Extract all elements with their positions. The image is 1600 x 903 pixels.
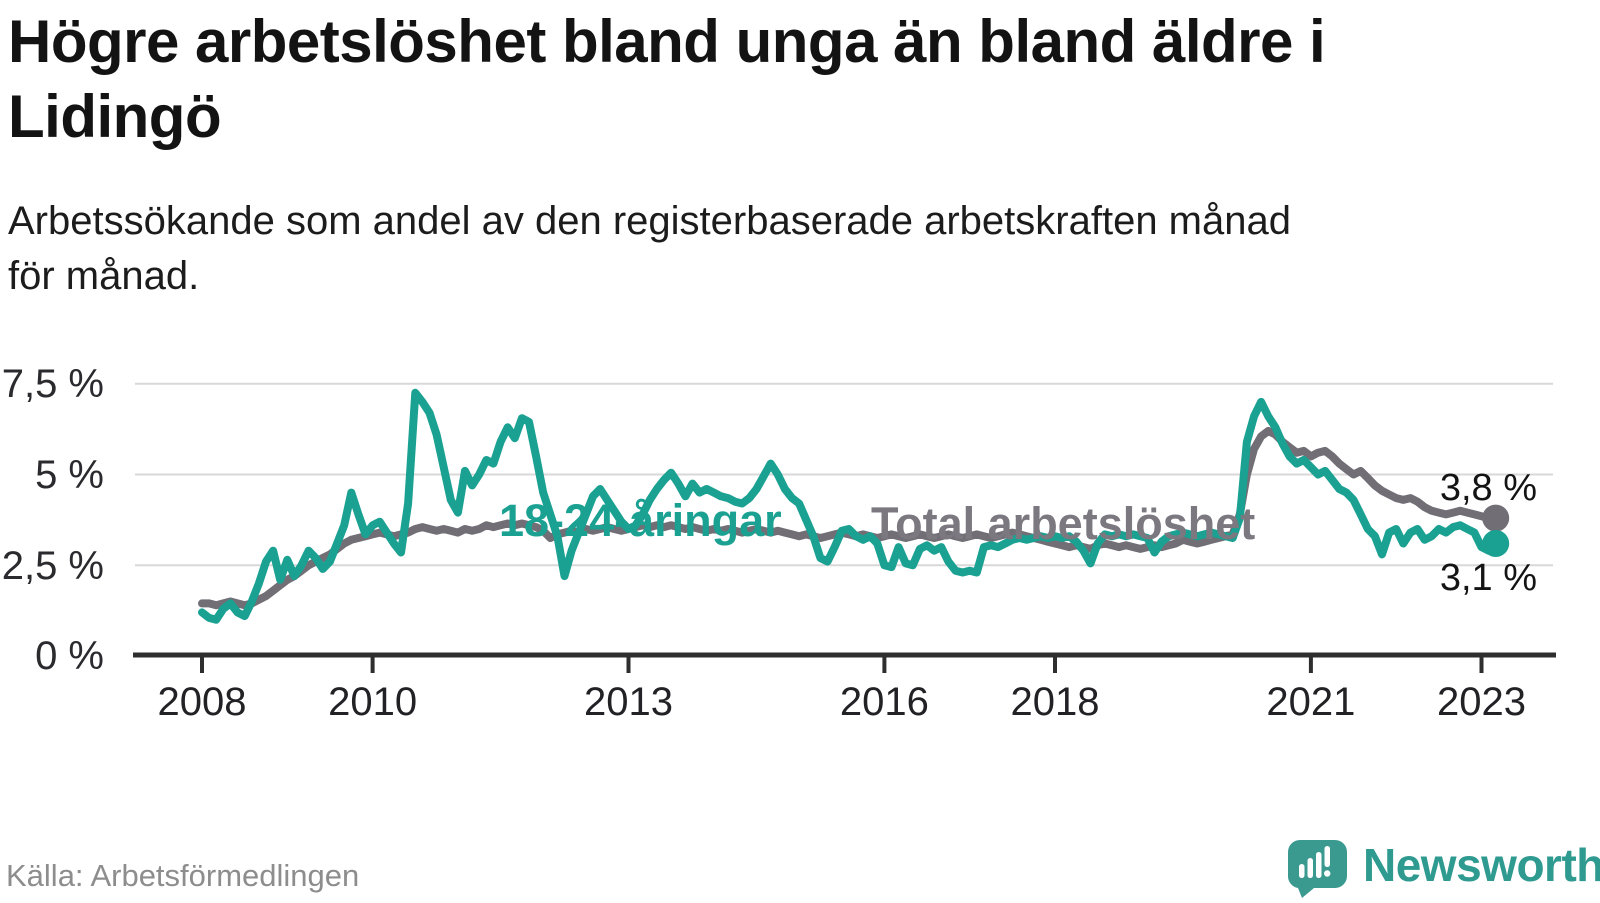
y-tick-5: 5 % — [35, 453, 104, 497]
total-end-value-label: 3,8 % — [1440, 467, 1537, 509]
youth-unemployment-line — [198, 388, 1500, 624]
y-tick-2-5: 2,5 % — [2, 544, 104, 588]
x-tick-2023: 2023 — [1437, 680, 1526, 724]
source-attribution: Källa: Arbetsförmedlingen — [6, 858, 360, 893]
total-end-dot — [1482, 504, 1510, 532]
x-tick-2013: 2013 — [584, 680, 673, 724]
x-axis-ticks — [200, 657, 1484, 673]
youth-end-value-label: 3,1 % — [1440, 557, 1537, 599]
x-tick-2021: 2021 — [1266, 680, 1355, 724]
page-title-line2: Lidingö — [8, 83, 222, 150]
x-tick-2008: 2008 — [158, 680, 247, 724]
page-title-line1: Högre arbetslöshet bland unga än bland ä… — [8, 8, 1326, 75]
youth-series-label: 18-24-åringar — [499, 495, 782, 546]
newsworthy-brand: Newsworthy — [1287, 840, 1600, 903]
logo-bar-chart-glyph — [1299, 846, 1331, 878]
total-series-label: Total arbetslöshet — [871, 498, 1255, 549]
youth-end-dot — [1482, 530, 1510, 557]
chart-subtitle-line2: för månad. — [8, 254, 200, 299]
y-tick-7-5: 7,5 % — [2, 362, 104, 406]
chart-subtitle-line1: Arbetssökande som andel av den registerb… — [8, 199, 1291, 243]
x-tick-2016: 2016 — [840, 680, 929, 724]
page-title: Högre arbetslöshet bland unga än bland ä… — [8, 4, 1598, 154]
chart-subtitle: Arbetssökande som andel av den registerb… — [8, 194, 1588, 304]
y-tick-0: 0 % — [35, 634, 104, 678]
x-tick-2018: 2018 — [1011, 680, 1100, 724]
x-tick-2010: 2010 — [328, 680, 417, 724]
newsworthy-wordmark: Newsworthy — [1363, 839, 1600, 891]
newsworthy-logo-icon — [1287, 840, 1347, 898]
